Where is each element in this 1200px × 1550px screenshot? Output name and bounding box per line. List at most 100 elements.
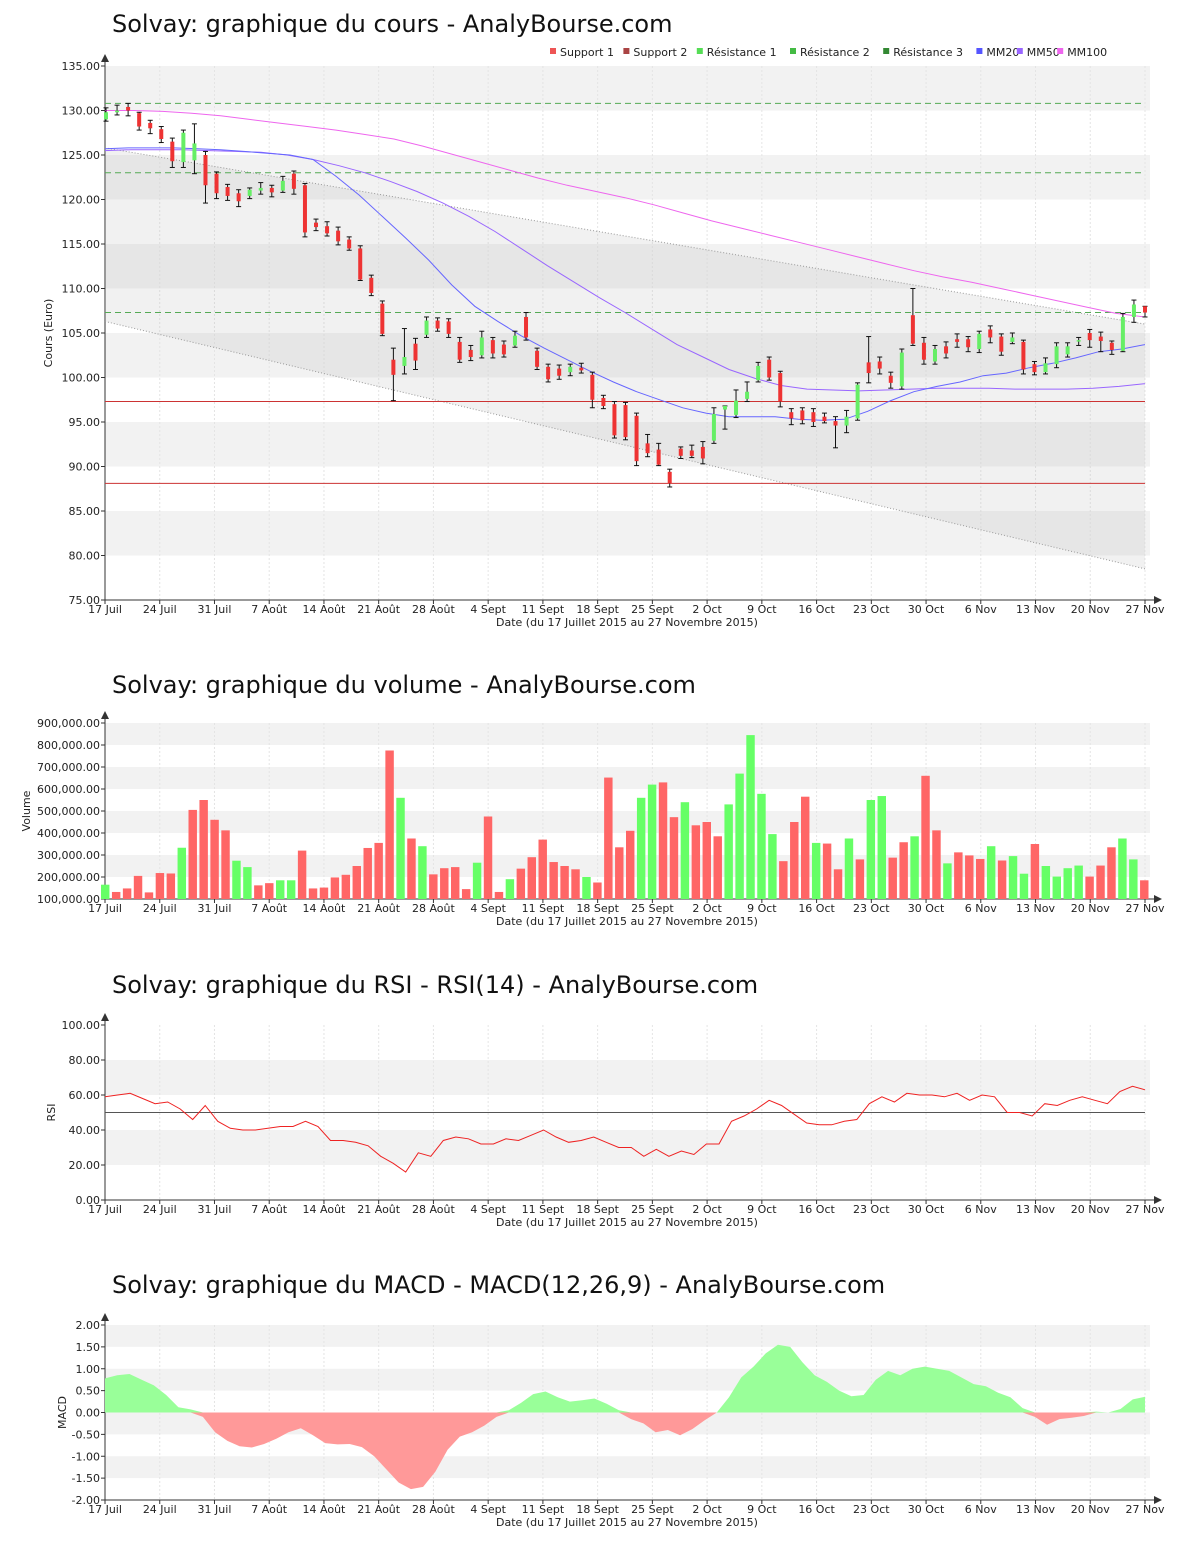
candle-body [999,336,1004,352]
candle-body [977,333,982,350]
candle-body [314,222,319,228]
y-tick-label: -1.00 [72,1450,100,1463]
y-tick-label: 90.00 [69,461,101,474]
candle-body [546,366,551,380]
candle-body [822,416,827,422]
volume-bar [636,797,646,899]
candle-body [1032,364,1037,373]
candle-body [170,141,175,162]
volume-bar [680,802,690,899]
x-tick-label: 28 Août [412,902,456,915]
y-tick-label: 80.00 [69,550,101,563]
candle-body [789,412,794,419]
volume-bar [943,863,952,899]
candle-body [623,405,628,438]
candle-body [656,449,661,465]
price-chart: 75.00 80.00 85.00 90.00 95.00 100.00 105.00 110… [42,46,1165,629]
x-tick-label: 6 Nov [965,603,997,616]
y-tick-label: 135.00 [62,60,101,73]
x-tick-label: 24 Juil [143,1203,177,1216]
candle-body [667,471,672,484]
x-tick-label: 9 Oct [747,1203,777,1216]
macd-chart-title: Solvay: graphique du MACD - MACD(12,26,9… [112,1271,886,1299]
candle-body [302,185,307,233]
volume-bar [385,750,394,899]
x-tick-label: 4 Sept [470,603,506,616]
x-axis-arrow [1154,1196,1162,1204]
volume-bar [866,800,876,899]
x-tick-label: 14 Août [303,1503,347,1516]
candle-body [557,368,562,376]
candle-body [214,173,219,194]
candle-body [866,362,871,374]
y-tick-label: 80.00 [69,1054,101,1067]
x-tick-label: 20 Nov [1071,902,1110,915]
volume-bar [910,836,919,899]
grid-band [105,767,1150,789]
candle-body [424,320,429,335]
legend-label: MM50 [1027,46,1060,59]
y-tick-label: 100,000.00 [37,893,100,906]
candle-body [512,335,517,346]
volume-bar [549,862,558,899]
x-tick-label: 31 Juil [198,1203,232,1216]
x-tick-label: 23 Oct [853,902,890,915]
volume-bar [188,809,197,899]
candle-body [910,315,915,344]
x-tick-label: 13 Nov [1016,902,1055,915]
legend-swatch [696,48,703,54]
candle-body [457,341,462,360]
volume-bar [1019,873,1029,899]
volume-bar [833,869,843,899]
x-tick-label: 14 Août [303,603,347,616]
x-tick-label: 7 Août [251,902,288,915]
grid-band [105,155,1150,200]
volume-bar [221,830,230,899]
volume-bar [626,830,635,899]
mm20-line [104,147,1146,421]
candle-body [203,155,208,186]
volume-bar [768,834,777,899]
x-tick-label: 25 Sept [631,1503,674,1516]
candle-body [380,303,385,334]
x-tick-label: 17 Juil [88,902,122,915]
candle-body [181,132,186,163]
x-tick-label: 11 Sept [522,902,565,915]
x-tick-label: 13 Nov [1016,1503,1055,1516]
volume-bar [101,884,110,899]
y-axis-label: RSI [45,1104,58,1122]
x-tick-label: 16 Oct [798,603,835,616]
x-tick-label: 2 Oct [692,1203,722,1216]
volume-bar [516,868,526,899]
candle-body [601,397,606,406]
volume-bar [790,822,799,899]
grid-band [105,1368,1150,1391]
volume-bar [232,860,241,899]
y-axis-label: MACD [56,1396,69,1429]
volume-bar [658,782,668,899]
candle-body [479,337,484,356]
x-tick-label: 24 Juil [143,1503,177,1516]
legend-swatch [883,48,890,54]
candle-body [1120,316,1125,351]
x-tick-label: 30 Oct [908,902,945,915]
x-tick-label: 9 Oct [747,603,777,616]
volume-bar [111,891,121,899]
x-tick-label: 2 Oct [692,603,722,616]
x-tick-label: 23 Oct [853,1203,890,1216]
volume-bar [166,873,176,899]
x-tick-label: 28 Août [412,1203,456,1216]
x-axis-arrow [1154,1496,1162,1504]
volume-bar [1063,868,1072,899]
x-tick-label: 18 Sept [576,1503,619,1516]
y-tick-label: 900,000.00 [37,717,100,730]
candle-body [568,366,573,373]
x-tick-label: 14 Août [303,1203,347,1216]
candle-body [955,339,960,342]
volume-bar [593,882,602,899]
trend-channel [105,147,1145,569]
volume-bar [494,891,504,899]
volume-bar [844,838,854,899]
volume-bar [932,830,941,899]
legend-swatch [790,48,796,54]
